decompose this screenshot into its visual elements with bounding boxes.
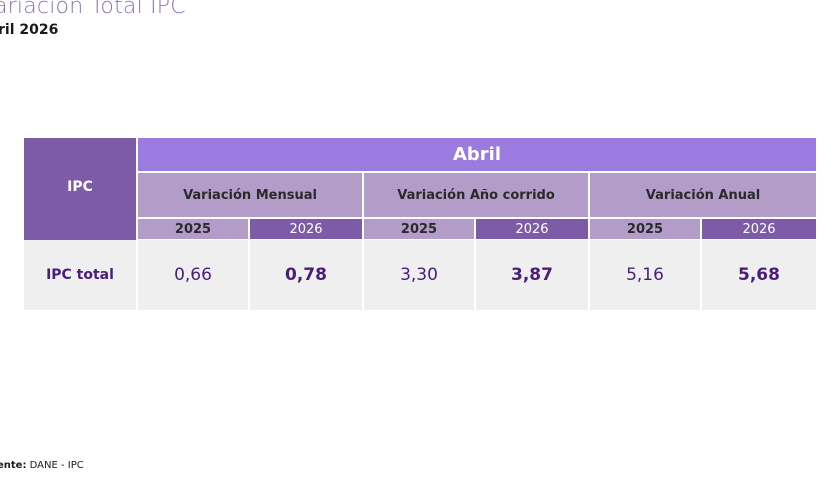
row-label-ipc-total: IPC total [24,240,136,310]
year-header-anio-curr: 2026 [476,219,588,239]
year-header-anio-prev: 2025 [364,219,474,239]
year-header-anual-prev: 2025 [590,219,700,239]
page-title: ariación Total IPC [0,0,186,19]
value-anual-prev: 5,16 [590,240,700,310]
group-header-mensual: Variación Mensual [138,173,362,217]
value-mensual-prev: 0,66 [138,240,248,310]
year-header-anual-curr: 2026 [702,219,816,239]
year-header-mensual-curr: 2026 [250,219,362,239]
year-header-mensual-prev: 2025 [138,219,248,239]
value-anio-prev: 3,30 [364,240,474,310]
row-header-label: IPC [67,179,93,195]
value-anual-curr: 5,68 [702,240,816,310]
group-header-anual: Variación Anual [590,173,816,217]
group-header-anio-corrido: Variación Año corrido [364,173,588,217]
source-value: DANE - IPC [26,460,84,471]
source-note: ente: DANE - IPC [0,460,84,471]
value-anio-curr: 3,87 [476,240,588,310]
row-header-cell: IPC [24,138,136,240]
value-mensual-curr: 0,78 [250,240,362,310]
source-label: ente: [0,460,27,471]
page-subtitle: ril 2026 [0,22,59,38]
month-header: Abril [138,138,816,171]
ipc-table: IPC Abril Variación Mensual Variación Añ… [24,138,816,310]
